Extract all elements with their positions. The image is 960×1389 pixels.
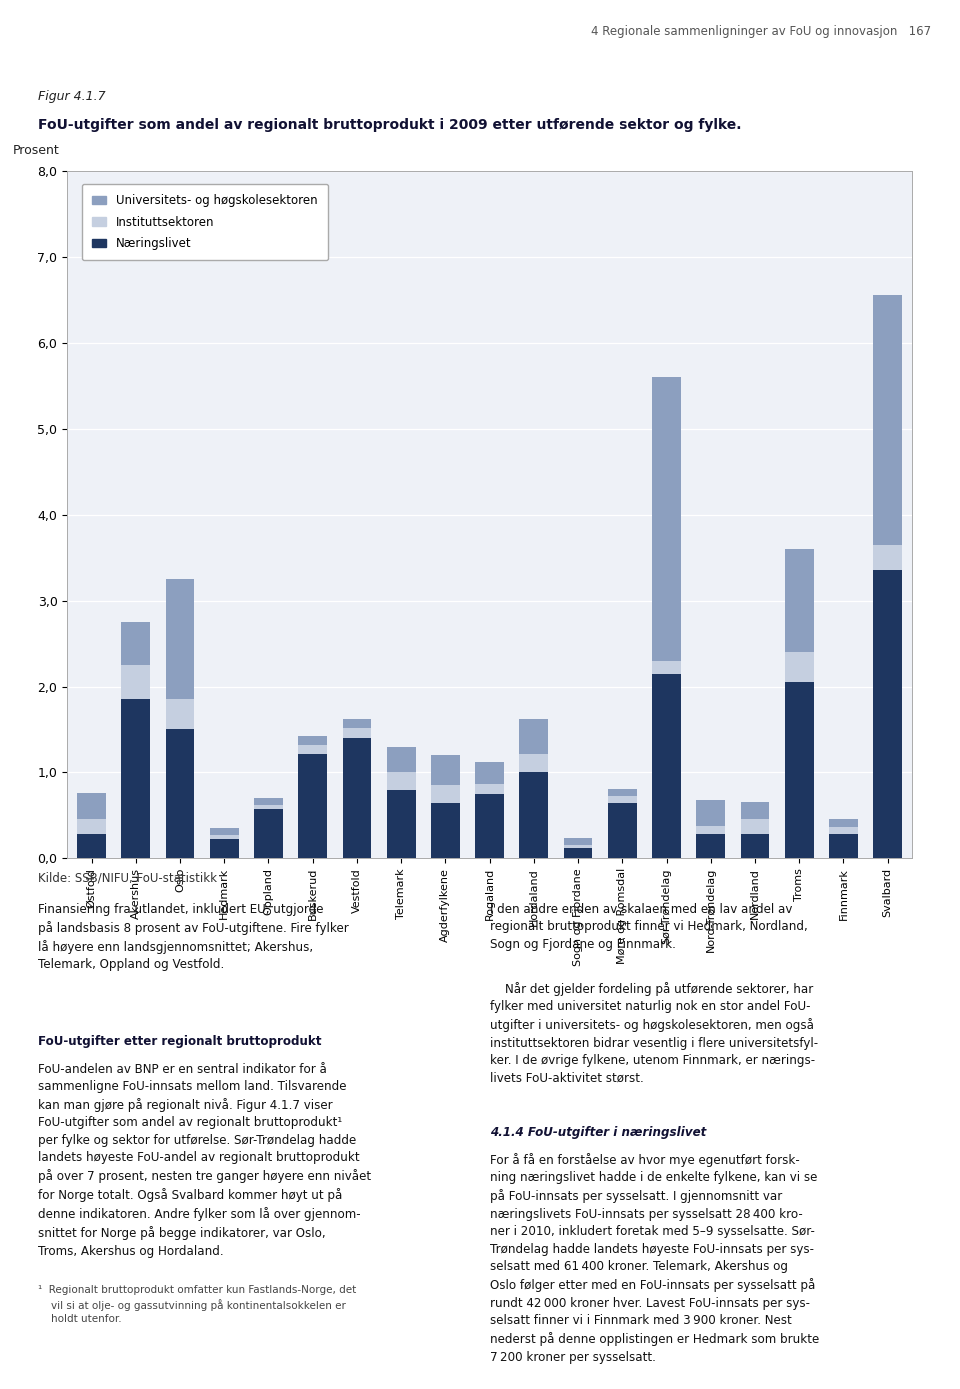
Bar [652, 674, 681, 858]
Bar [210, 835, 239, 839]
Bar [299, 754, 327, 858]
Bar [829, 820, 858, 828]
Bar [740, 820, 769, 835]
Bar [874, 296, 902, 544]
Bar [519, 720, 548, 754]
Bar [121, 622, 150, 665]
Bar [696, 835, 725, 858]
Bar [475, 795, 504, 858]
Bar [652, 376, 681, 661]
Text: 4 Regionale sammenligninger av FoU og innovasjon   167: 4 Regionale sammenligninger av FoU og in… [591, 25, 931, 39]
Bar [519, 772, 548, 858]
Bar [740, 801, 769, 820]
Bar [387, 772, 416, 789]
Bar [519, 754, 548, 772]
Bar [608, 796, 636, 803]
Bar [299, 736, 327, 745]
Text: FoU-andelen av BNP er en sentral indikator for å
sammenligne FoU-innsats mellom : FoU-andelen av BNP er en sentral indikat… [38, 1063, 372, 1257]
Bar [652, 661, 681, 674]
Bar [475, 783, 504, 795]
Text: Finansiering fra utlandet, inkludert EU, utgjorde
på landsbasis 8 prosent av FoU: Finansiering fra utlandet, inkludert EU,… [38, 903, 349, 971]
Bar [343, 728, 372, 738]
Bar [785, 653, 813, 682]
Bar [210, 839, 239, 858]
Bar [77, 820, 106, 835]
Bar [785, 682, 813, 858]
Bar [77, 793, 106, 820]
Text: Kilde: SSB/NIFU, FoU-statistikk: Kilde: SSB/NIFU, FoU-statistikk [38, 871, 217, 885]
Bar [564, 849, 592, 858]
Bar [431, 785, 460, 803]
Bar [254, 810, 283, 858]
Bar [343, 738, 372, 858]
Bar [254, 806, 283, 810]
Text: Når det gjelder fordeling på utførende sektorer, har
fylker med universitet natu: Når det gjelder fordeling på utførende s… [490, 982, 818, 1085]
Legend: Universitets- og høgskolesektoren, Instituttsektoren, Næringslivet: Universitets- og høgskolesektoren, Insti… [82, 183, 328, 260]
Text: ¹  Regionalt bruttoprodukt omfatter kun Fastlands-Norge, det
    vil si at olje-: ¹ Regionalt bruttoprodukt omfatter kun F… [38, 1285, 357, 1324]
Bar [564, 838, 592, 845]
Bar [121, 700, 150, 858]
Bar [254, 799, 283, 806]
Text: FoU-utgifter etter regionalt bruttoprodukt: FoU-utgifter etter regionalt bruttoprodu… [38, 1035, 322, 1049]
Bar [387, 789, 416, 858]
Text: For å få en forståelse av hvor mye egenutført forsk-
ning næringslivet hadde i d: For å få en forståelse av hvor mye egenu… [490, 1153, 819, 1364]
Text: FoU-utgifter som andel av regionalt bruttoprodukt i 2009 etter utførende sektor : FoU-utgifter som andel av regionalt brut… [38, 118, 742, 132]
Bar [608, 789, 636, 796]
Bar [696, 800, 725, 825]
Bar [564, 845, 592, 849]
Bar [77, 835, 106, 858]
Bar [166, 579, 194, 700]
Bar [608, 803, 636, 858]
Bar [166, 729, 194, 858]
Text: Prosent: Prosent [12, 144, 59, 157]
Bar [431, 756, 460, 785]
Text: I den andre enden av skalaen med en lav andel av
regionalt bruttoprodukt finner : I den andre enden av skalaen med en lav … [490, 903, 807, 951]
Bar [874, 571, 902, 858]
Bar [740, 835, 769, 858]
Bar [874, 544, 902, 571]
Bar [829, 828, 858, 835]
Bar [210, 828, 239, 835]
Bar [696, 825, 725, 835]
Bar [166, 700, 194, 729]
Text: Figur 4.1.7: Figur 4.1.7 [38, 90, 106, 103]
Bar [387, 747, 416, 772]
Bar [829, 835, 858, 858]
Bar [431, 803, 460, 858]
Text: 4.1.4 FoU-utgifter i næringslivet: 4.1.4 FoU-utgifter i næringslivet [490, 1125, 706, 1139]
Bar [299, 745, 327, 754]
Bar [343, 720, 372, 728]
Bar [785, 549, 813, 653]
Bar [121, 665, 150, 700]
Bar [475, 763, 504, 783]
